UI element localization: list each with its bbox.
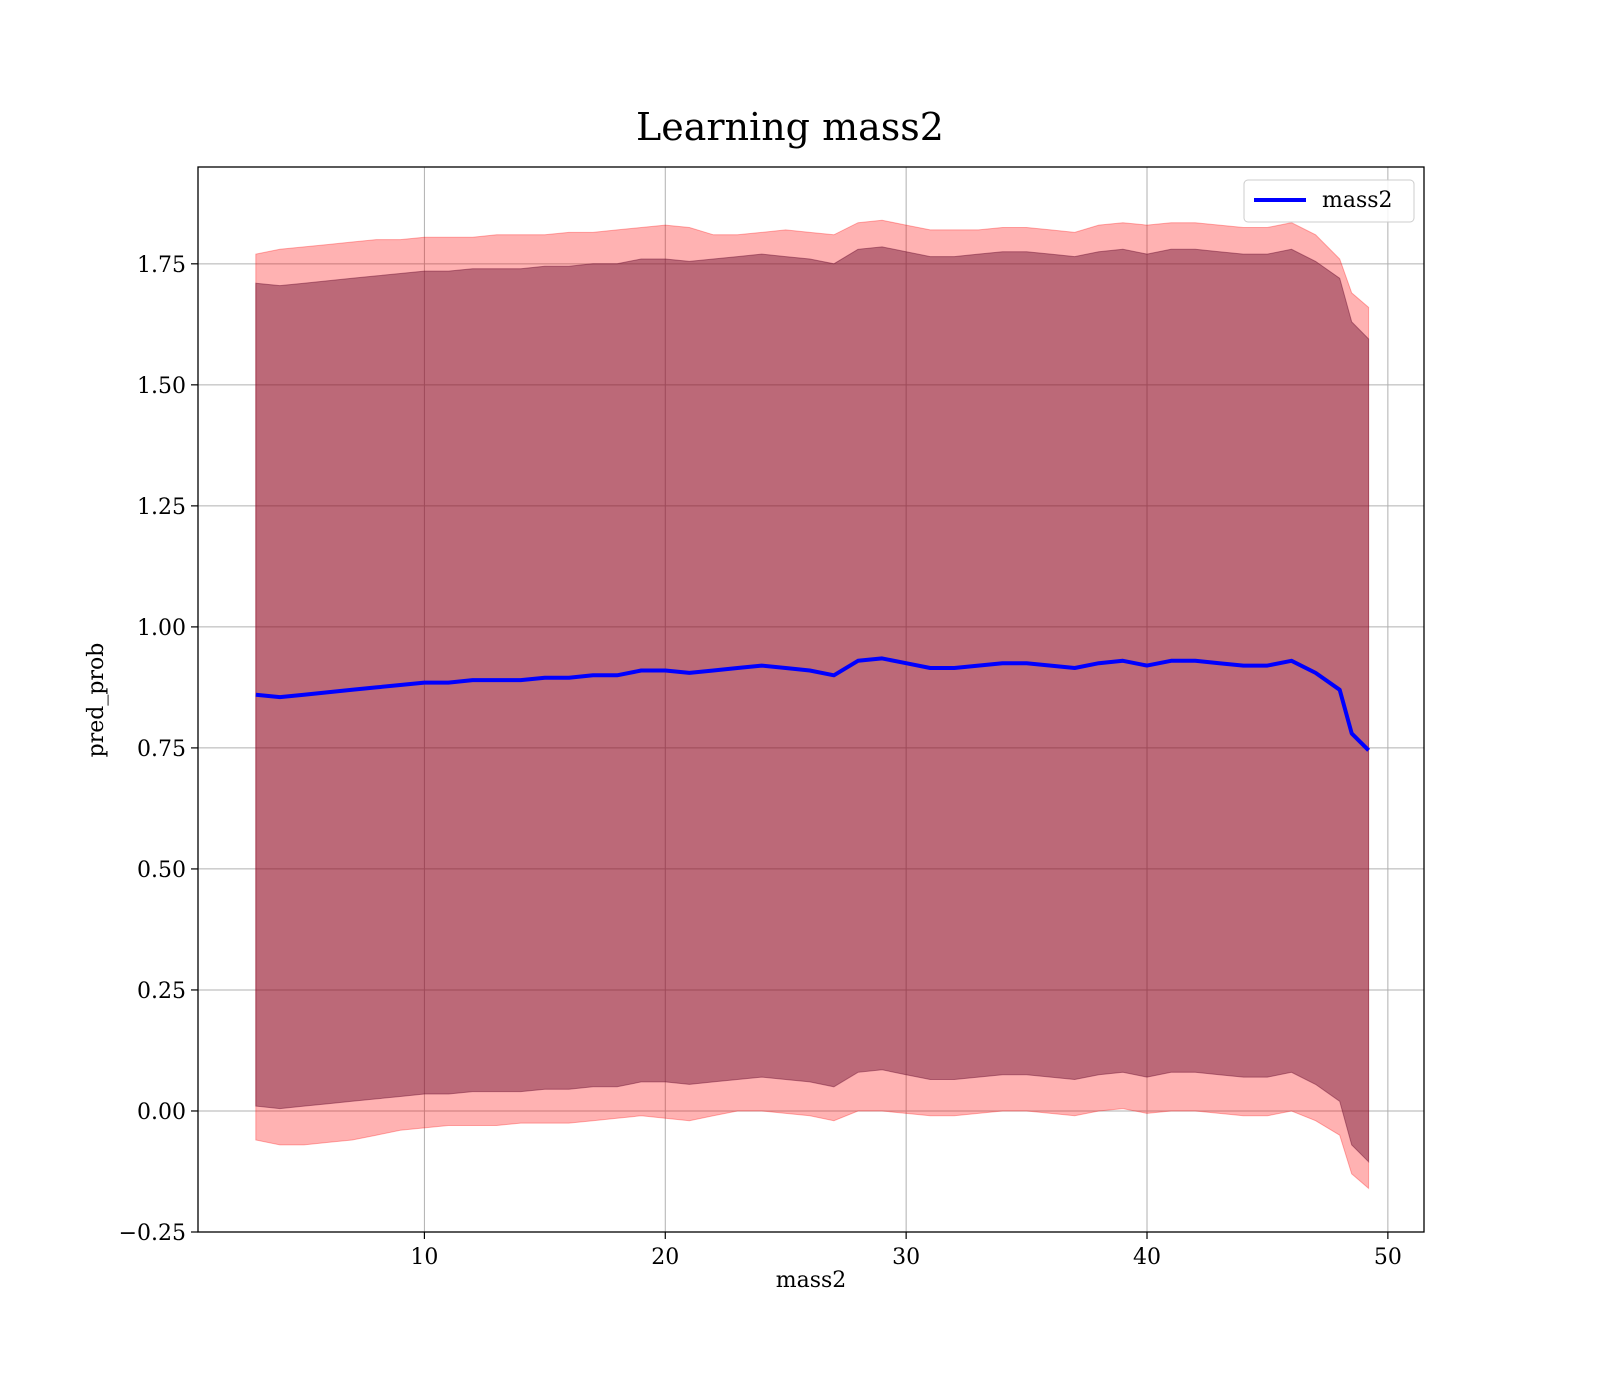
y-tick-label: 0.00 [137,1100,186,1125]
x-tick-label: 50 [1374,1245,1402,1270]
x-axis: 10 20 30 40 50 [410,1232,1402,1270]
y-axis: −0.25 0.00 0.25 0.50 0.75 1.00 1.25 1.50 1.75 [119,253,198,1246]
confidence-band-1 [255,219,1370,1190]
y-axis-label: pred_prob [84,643,109,758]
x-tick-label: 30 [892,1245,920,1270]
plot-area [255,219,1371,1190]
y-tick-label: 0.25 [137,979,186,1004]
y-tick-label: −0.25 [119,1221,186,1246]
x-tick-label: 10 [410,1245,438,1270]
x-tick-label: 40 [1133,1245,1161,1270]
y-tick-label: 0.50 [137,858,186,883]
chart-title: Learning mass2 [636,105,944,149]
plot-frame [197,166,1425,1233]
series-line-mass2 [255,656,1371,752]
legend-box [1243,179,1415,223]
y-tick-label: 0.75 [137,737,186,762]
confidence-band-2 [255,246,1370,1164]
y-tick-label: 1.75 [137,253,186,278]
x-tick-label: 20 [651,1245,679,1270]
y-tick-label: 1.50 [137,374,186,399]
legend-label-mass2: mass2 [1322,188,1393,213]
x-axis-label: mass2 [776,1268,847,1293]
y-tick-label: 1.25 [137,495,186,520]
y-tick-label: 1.00 [137,616,186,641]
legend: mass2 [1243,179,1415,223]
